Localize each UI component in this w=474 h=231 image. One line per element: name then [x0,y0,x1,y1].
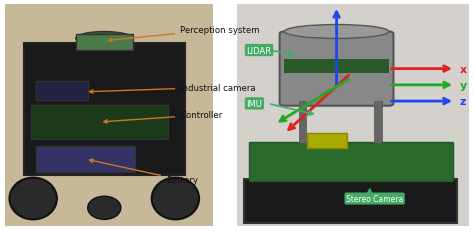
Text: Perception system: Perception system [109,26,260,43]
FancyBboxPatch shape [249,142,453,181]
FancyBboxPatch shape [5,5,213,226]
FancyBboxPatch shape [24,44,185,176]
FancyBboxPatch shape [36,82,88,100]
Ellipse shape [9,178,57,219]
FancyBboxPatch shape [244,179,457,223]
FancyBboxPatch shape [31,105,168,140]
FancyBboxPatch shape [237,5,469,226]
FancyBboxPatch shape [299,102,306,143]
Text: y: y [460,80,467,91]
Text: IMU: IMU [246,100,262,108]
Ellipse shape [152,178,199,219]
Text: LIDAR: LIDAR [246,46,272,55]
FancyBboxPatch shape [307,134,347,148]
Ellipse shape [76,32,133,46]
Ellipse shape [88,196,121,219]
Text: Stereo Camera: Stereo Camera [346,194,403,203]
FancyBboxPatch shape [374,102,382,143]
Text: x: x [460,64,467,74]
Text: Battery: Battery [90,159,198,185]
FancyBboxPatch shape [280,32,393,106]
FancyBboxPatch shape [76,35,133,51]
FancyBboxPatch shape [36,147,135,172]
FancyBboxPatch shape [284,60,389,74]
Ellipse shape [284,25,389,39]
Text: Controller: Controller [104,111,222,124]
Text: Industrial camera: Industrial camera [90,83,256,94]
Text: z: z [460,97,466,107]
